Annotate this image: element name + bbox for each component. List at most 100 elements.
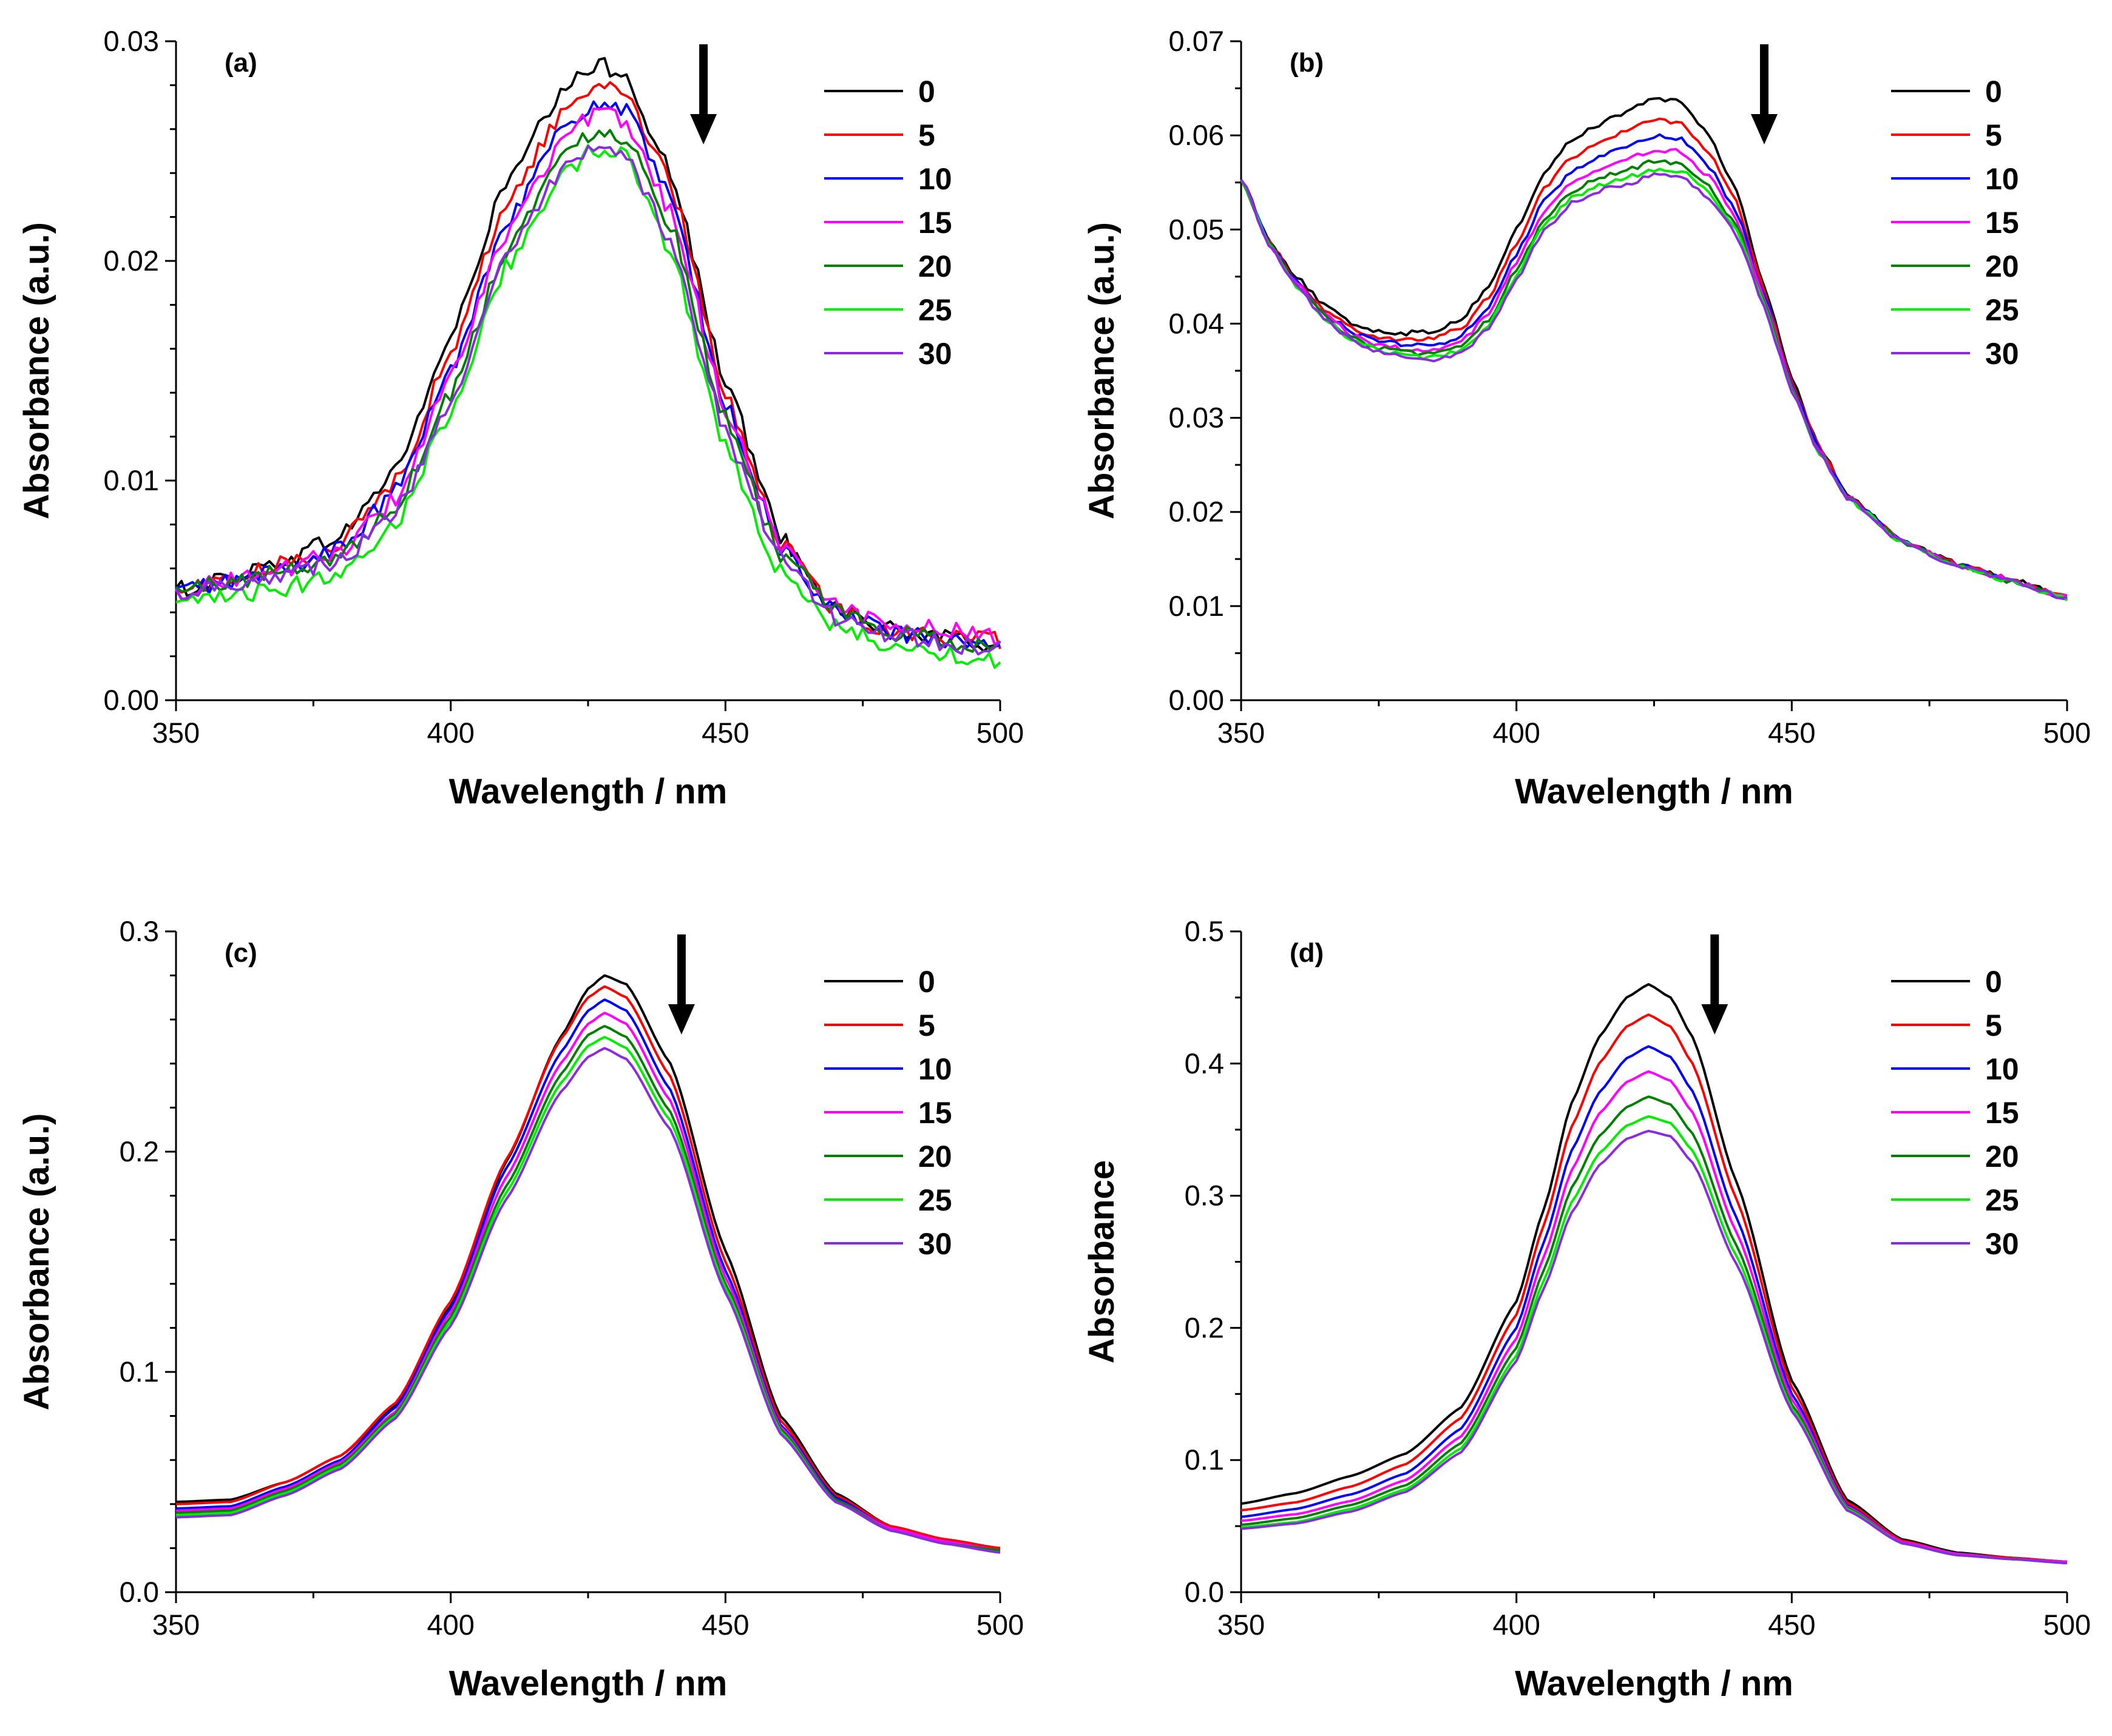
series-line-0 bbox=[175, 974, 1001, 1550]
y-tick-label: 0.03 bbox=[1169, 402, 1224, 434]
x-tick-label: 400 bbox=[1492, 717, 1540, 749]
series-line-10 bbox=[1240, 1045, 2068, 1563]
x-tick-label: 450 bbox=[1768, 1609, 1815, 1641]
series-line-5 bbox=[175, 985, 1001, 1550]
x-axis-title: Wavelength / nm bbox=[449, 772, 728, 811]
legend-label: 30 bbox=[918, 337, 952, 371]
panel-label: (a) bbox=[225, 48, 257, 78]
y-tick-label: 0.01 bbox=[104, 464, 159, 496]
series-line-15 bbox=[1240, 147, 2068, 597]
y-tick-label: 0.0 bbox=[120, 1576, 159, 1608]
legend-label: 0 bbox=[918, 75, 935, 109]
x-axis-title: Wavelength / nm bbox=[449, 1664, 728, 1703]
series-line-15 bbox=[175, 107, 1001, 646]
y-axis-title: Absorbance (a.u.) bbox=[17, 1113, 56, 1411]
series-line-25 bbox=[1240, 167, 2068, 602]
x-tick-label: 350 bbox=[152, 1609, 200, 1641]
series-line-15 bbox=[175, 1012, 1001, 1552]
legend-label: 20 bbox=[1985, 1140, 2019, 1174]
panel-label: (b) bbox=[1290, 48, 1324, 78]
series-line-10 bbox=[1240, 133, 2068, 601]
series-line-10 bbox=[175, 998, 1001, 1552]
legend-label: 30 bbox=[1985, 337, 2019, 371]
decrease-arrow-head bbox=[668, 1004, 695, 1035]
y-tick-label: 0.1 bbox=[120, 1356, 159, 1388]
legend-label: 30 bbox=[918, 1227, 952, 1261]
x-tick-label: 400 bbox=[1492, 1609, 1540, 1641]
legend-label: 0 bbox=[918, 965, 935, 999]
decrease-arrow-head bbox=[690, 114, 717, 144]
x-tick-label: 450 bbox=[702, 717, 749, 749]
series-line-0 bbox=[1240, 983, 2068, 1563]
series-line-30 bbox=[1240, 1129, 2068, 1565]
series-line-15 bbox=[1240, 1070, 2068, 1563]
legend-label: 0 bbox=[1985, 75, 2002, 109]
series-line-20 bbox=[175, 1025, 1001, 1552]
panel-a: 350 400 450 500 0.00 0.01 0.02 0.03 Wavelength /… bbox=[17, 25, 1024, 811]
y-tick-label: 0.2 bbox=[1185, 1311, 1224, 1343]
series-line-25 bbox=[175, 144, 1001, 669]
legend-label: 15 bbox=[918, 206, 952, 240]
y-tick-label: 0.02 bbox=[1169, 496, 1224, 528]
legend-label: 5 bbox=[918, 1008, 935, 1042]
legend-label: 25 bbox=[918, 1183, 952, 1217]
legend-label: 20 bbox=[918, 1140, 952, 1174]
x-tick-label: 350 bbox=[1217, 1609, 1265, 1641]
legend-label: 10 bbox=[1985, 1052, 2019, 1086]
y-tick-label: 0.0 bbox=[1185, 1576, 1224, 1608]
series-line-30 bbox=[1240, 172, 2068, 599]
series-line-30 bbox=[175, 144, 1001, 656]
panel-label: (d) bbox=[1290, 938, 1324, 968]
x-axis-title: Wavelength / nm bbox=[1515, 1664, 1793, 1703]
legend-label: 10 bbox=[918, 162, 952, 196]
legend-label: 5 bbox=[1985, 118, 2002, 152]
legend-label: 5 bbox=[1985, 1008, 2002, 1042]
y-tick-label: 0.00 bbox=[1169, 684, 1224, 716]
y-tick-label: 0.06 bbox=[1169, 119, 1224, 151]
y-tick-label: 0.3 bbox=[1185, 1180, 1224, 1212]
legend-label: 10 bbox=[918, 1052, 952, 1086]
series-line-20 bbox=[1240, 159, 2068, 600]
legend-label: 25 bbox=[1985, 1183, 2019, 1217]
series-line-0 bbox=[175, 56, 1001, 653]
decrease-arrow-head bbox=[1701, 1004, 1728, 1035]
x-tick-label: 350 bbox=[152, 717, 200, 749]
decrease-arrow-head bbox=[1750, 114, 1778, 144]
y-tick-label: 0.3 bbox=[120, 915, 159, 947]
legend-label: 25 bbox=[918, 293, 952, 327]
y-tick-label: 0.4 bbox=[1185, 1047, 1224, 1079]
series-line-5 bbox=[1240, 117, 2068, 597]
legend-label: 20 bbox=[1985, 249, 2019, 283]
x-tick-label: 450 bbox=[702, 1609, 749, 1641]
x-tick-label: 400 bbox=[427, 1609, 474, 1641]
legend-label: 0 bbox=[1985, 965, 2002, 999]
legend-label: 15 bbox=[918, 1096, 952, 1130]
legend-label: 5 bbox=[918, 118, 935, 152]
legend-label: 20 bbox=[918, 249, 952, 283]
series-line-20 bbox=[175, 129, 1001, 653]
x-tick-label: 500 bbox=[976, 717, 1024, 749]
panel-label: (c) bbox=[225, 938, 257, 968]
legend-label: 15 bbox=[1985, 206, 2019, 240]
x-axis-title: Wavelength / nm bbox=[1515, 772, 1793, 811]
series-line-20 bbox=[1240, 1095, 2068, 1565]
x-tick-label: 400 bbox=[427, 717, 474, 749]
x-tick-label: 350 bbox=[1217, 717, 1265, 749]
y-tick-label: 0.04 bbox=[1169, 307, 1224, 339]
panel-d: 350 400 450 500 0.0 0.1 0.2 0.3 0.4 0.5 Wavelength… bbox=[1082, 915, 2091, 1703]
x-tick-label: 500 bbox=[976, 1609, 1024, 1641]
y-tick-label: 0.05 bbox=[1169, 213, 1224, 245]
y-tick-label: 0.1 bbox=[1185, 1444, 1224, 1476]
y-axis-title: Absorbance (a.u.) bbox=[17, 222, 56, 519]
y-tick-label: 0.03 bbox=[104, 25, 159, 57]
panel-c: 350 400 450 500 0.0 0.1 0.2 0.3 Wavelength / nm A… bbox=[17, 915, 1024, 1703]
x-tick-label: 500 bbox=[2043, 717, 2091, 749]
legend-label: 30 bbox=[1985, 1227, 2019, 1261]
panel-b: 350 400 450 500 0.00 0.01 0.02 0.03 0.04 0.05 0.06… bbox=[1082, 25, 2091, 811]
y-tick-label: 0.2 bbox=[120, 1135, 159, 1167]
y-tick-label: 0.07 bbox=[1169, 25, 1224, 57]
x-tick-label: 450 bbox=[1768, 717, 1815, 749]
y-tick-label: 0.5 bbox=[1185, 915, 1224, 947]
legend-label: 25 bbox=[1985, 293, 2019, 327]
